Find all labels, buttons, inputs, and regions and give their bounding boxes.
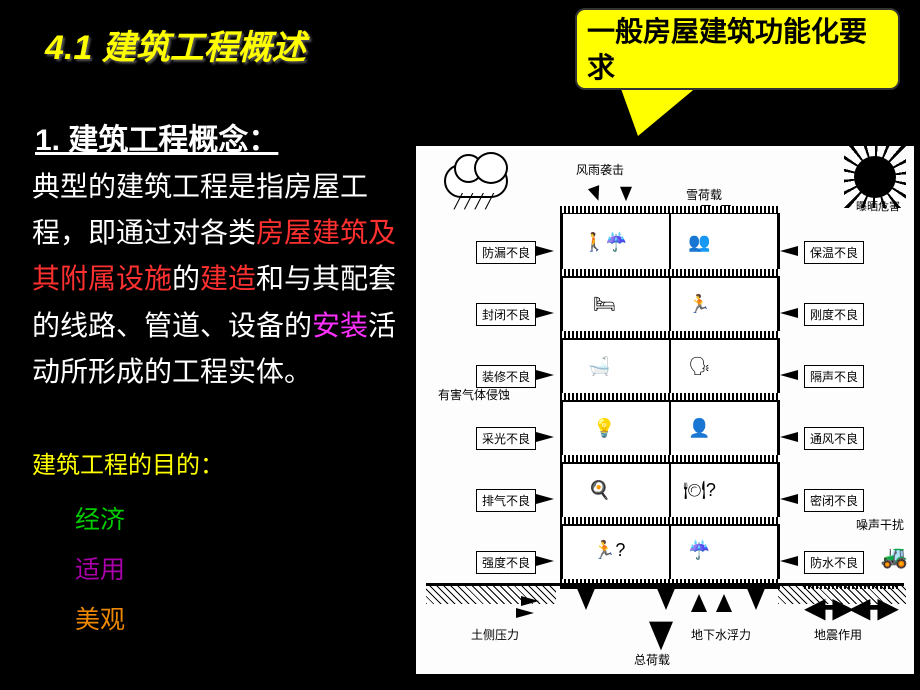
label-earthquake: 地震作用 <box>814 626 862 643</box>
room-sketch: ☔ <box>688 540 710 561</box>
callout: 一般房屋建筑功能化要求 <box>575 8 910 128</box>
main-title: 4.1 建筑工程概述 <box>45 20 306 69</box>
purpose-list: 经济 适用 美观 <box>75 495 125 645</box>
arrow-icon <box>780 494 798 504</box>
label-left-4: 排气不良 <box>476 489 536 512</box>
arrow-icon <box>780 370 798 380</box>
slide: 4.1 建筑工程概述 1. 建筑工程概念： 典型的建筑工程是指房屋工程，即通过对… <box>0 0 920 690</box>
slab-hatch <box>560 269 780 276</box>
label-right-0: 保温不良 <box>804 241 864 264</box>
building-frame: 🚶☔ 👥 🛏 🏃 🛁 🗣 💡 👤 🍳 🍽? 🏃? ☔ <box>560 211 780 589</box>
slab-hatch <box>560 331 780 338</box>
room-sketch: 🚶☔ <box>583 232 628 253</box>
purpose-item-purple: 适用 <box>75 545 125 595</box>
floor-line <box>563 400 777 402</box>
room-sketch: 💡 <box>593 418 615 439</box>
label-sun-damage: 曝晒危害 <box>856 198 900 214</box>
label-right-2: 隔声不良 <box>804 365 864 388</box>
label-left-3: 采光不良 <box>476 427 536 450</box>
roof-hatch <box>560 206 780 213</box>
floor-line <box>563 462 777 464</box>
label-wind-rain: 风雨袭击 <box>576 161 624 178</box>
para-highlight-3: 安装 <box>312 311 368 342</box>
arrow-icon <box>521 596 539 606</box>
purpose-item-green: 经济 <box>75 495 125 545</box>
label-left-1: 封闭不良 <box>476 303 536 326</box>
room-sketch: 🛏 <box>593 294 616 315</box>
label-left-extra: 有害气体侵蚀 <box>438 386 510 403</box>
arrow-icon <box>691 594 707 612</box>
room-sketch: 🍳 <box>588 480 610 501</box>
purpose-item-orange: 美观 <box>75 595 125 645</box>
arrow-icon <box>516 608 534 618</box>
room-sketch: 🏃 <box>688 294 710 315</box>
label-right-3: 通风不良 <box>804 427 864 450</box>
callout-tail <box>620 86 698 136</box>
arrow-icon <box>576 586 596 610</box>
section-subtitle: 1. 建筑工程概念： <box>35 115 278 159</box>
arrow-icon <box>716 594 732 612</box>
label-soil-pressure: 土侧压力 <box>471 626 519 643</box>
label-right-1: 刚度不良 <box>804 303 864 326</box>
cloud-icon <box>444 164 508 198</box>
sun-icon <box>854 156 896 198</box>
arrow-icon <box>536 308 554 318</box>
para-highlight-2: 建造 <box>200 264 256 295</box>
arrow-icon <box>536 246 554 256</box>
slab-hatch <box>560 393 780 400</box>
arrow-icon <box>780 246 798 256</box>
slab-hatch <box>560 517 780 524</box>
label-left-5: 强度不良 <box>476 551 536 574</box>
hatch-line <box>804 586 899 589</box>
arrow-icon <box>536 556 554 566</box>
arrow-icon <box>536 432 554 442</box>
label-water-buoy: 地下水浮力 <box>691 626 751 643</box>
arrow-icon <box>780 432 798 442</box>
label-total-load: 总荷载 <box>634 651 670 668</box>
earthquake-icon: ◀━▶◀━▶ <box>804 591 894 624</box>
arrow-icon <box>536 494 554 504</box>
callout-box: 一般房屋建筑功能化要求 <box>575 8 900 90</box>
label-right-5: 防水不良 <box>804 551 864 574</box>
room-sketch: 🏃? <box>593 540 625 561</box>
rain-icon: ╱╱╱╱ <box>454 194 496 211</box>
room-sketch: 👥 <box>688 232 710 253</box>
purpose-title: 建筑工程的目的： <box>32 445 224 480</box>
label-right-extra: 噪声干扰 <box>856 516 904 533</box>
room-sketch: 🗣 <box>688 356 711 377</box>
arrow-icon <box>588 185 604 203</box>
label-right-4: 密闭不良 <box>804 489 864 512</box>
arrow-icon <box>649 622 673 651</box>
room-sketch: 🍽? <box>683 480 716 501</box>
slab-hatch <box>560 455 780 462</box>
label-left-2: 装修不良 <box>476 365 536 388</box>
building-diagram: ╱╱╱╱ 风雨袭击 雪荷载 曝晒危害 🚶☔ 👥 🛏 <box>415 145 915 675</box>
arrow-icon <box>780 308 798 318</box>
para-text-2: 的 <box>172 264 200 295</box>
floor-line <box>563 524 777 526</box>
room-sketch: 🛁 <box>588 356 610 377</box>
arrow-icon <box>746 586 766 610</box>
label-snow-load: 雪荷载 <box>686 186 722 203</box>
truck-icon: 🚜 <box>881 544 908 570</box>
room-sketch: 👤 <box>688 418 710 439</box>
arrow-icon <box>656 586 676 610</box>
concept-paragraph: 典型的建筑工程是指房屋工程，即通过对各类房屋建筑及其附属设施的建造和与其配套的线… <box>32 165 412 396</box>
floor-line <box>563 338 777 340</box>
arrow-icon <box>780 556 798 566</box>
label-left-0: 防漏不良 <box>476 241 536 264</box>
floor-line <box>563 276 777 278</box>
arrow-icon <box>620 187 632 201</box>
arrow-icon <box>536 370 554 380</box>
